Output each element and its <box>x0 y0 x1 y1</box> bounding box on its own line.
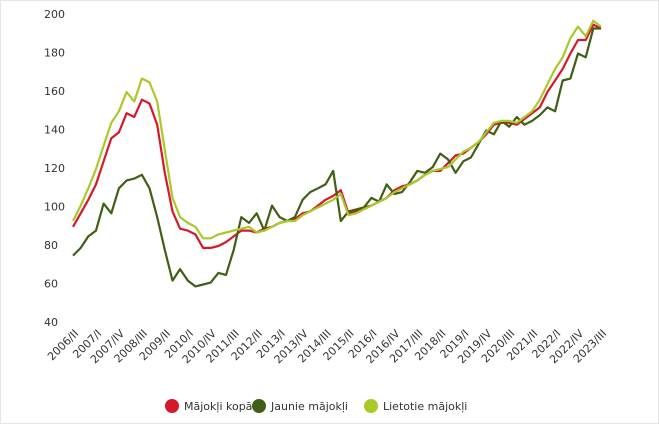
y-tick-label: 140 <box>44 124 65 137</box>
legend-marker <box>252 399 266 413</box>
legend-label: Mājokļi kopā <box>184 400 252 413</box>
y-tick-label: 40 <box>44 316 58 329</box>
legend-label: Lietotie mājokļi <box>383 400 467 413</box>
legend-marker <box>364 399 378 413</box>
y-tick-label: 180 <box>44 47 65 60</box>
legend-marker <box>165 399 179 413</box>
y-tick-label: 60 <box>44 278 58 291</box>
y-tick-label: 80 <box>44 239 58 252</box>
y-tick-label: 120 <box>44 162 65 175</box>
y-tick-label: 200 <box>44 8 65 21</box>
legend-label: Jaunie mājokļi <box>270 400 348 413</box>
series-line <box>72 19 602 240</box>
y-tick-label: 160 <box>44 85 65 98</box>
y-tick-label: 100 <box>44 201 65 214</box>
